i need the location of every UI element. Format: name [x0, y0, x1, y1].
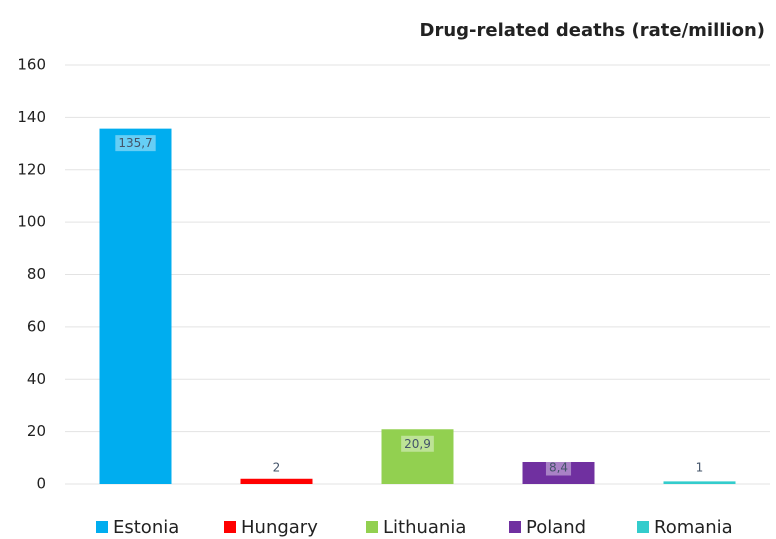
y-tick-label: 0 [36, 475, 46, 493]
value-label-box [401, 435, 434, 452]
value-label: 1 [696, 461, 704, 475]
value-label: 135,7 [118, 136, 152, 150]
legend-label: Romania [654, 517, 733, 538]
value-label: 8,4 [549, 461, 568, 475]
y-tick-label: 60 [27, 317, 46, 335]
legend-swatch [509, 521, 521, 533]
y-tick-label: 80 [27, 265, 46, 283]
value-label: 2 [273, 461, 281, 475]
value-label: 20,9 [404, 437, 431, 451]
y-tick-label: 160 [17, 56, 46, 74]
y-tick-label: 100 [17, 213, 46, 231]
value-label-box [545, 459, 572, 476]
bar [663, 481, 736, 484]
legend-swatch [366, 521, 378, 533]
bar [99, 128, 172, 484]
legend-label: Estonia [113, 517, 179, 538]
legend-swatch [96, 521, 108, 533]
bar [522, 462, 595, 484]
bar [240, 478, 313, 484]
legend-swatch [224, 521, 236, 533]
chart-title: Drug-related deaths (rate/million) [420, 20, 765, 41]
bar [381, 429, 454, 484]
y-tick-label: 120 [17, 160, 46, 178]
value-label-box [269, 459, 284, 476]
legend-label: Hungary [241, 517, 318, 538]
value-label-box [692, 459, 707, 476]
value-label-box [115, 135, 156, 152]
legend-label: Poland [526, 517, 586, 538]
legend-label: Lithuania [383, 517, 466, 538]
legend-swatch [637, 521, 649, 533]
y-tick-label: 20 [27, 422, 46, 440]
y-tick-label: 140 [17, 108, 46, 126]
y-tick-label: 40 [27, 370, 46, 388]
